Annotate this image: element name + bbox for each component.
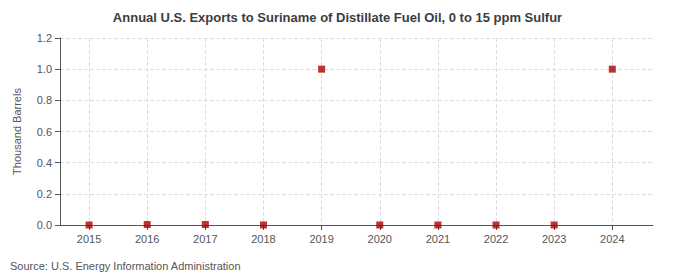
svg-text:2019: 2019	[309, 233, 333, 245]
svg-text:Source: U.S. Energy Informatio: Source: U.S. Energy Information Administ…	[10, 260, 241, 272]
svg-text:2024: 2024	[600, 233, 624, 245]
svg-text:2015: 2015	[77, 233, 101, 245]
svg-text:1.2: 1.2	[37, 32, 52, 44]
svg-text:0.2: 0.2	[37, 188, 52, 200]
svg-text:2016: 2016	[135, 233, 159, 245]
svg-text:0.6: 0.6	[37, 126, 52, 138]
svg-text:2020: 2020	[368, 233, 392, 245]
svg-text:Thousand Barrels: Thousand Barrels	[11, 88, 23, 175]
svg-text:0.0: 0.0	[37, 219, 52, 231]
svg-text:2022: 2022	[484, 233, 508, 245]
svg-text:1.0: 1.0	[37, 63, 52, 75]
svg-text:0.4: 0.4	[37, 157, 52, 169]
svg-text:2021: 2021	[426, 233, 450, 245]
svg-text:2017: 2017	[193, 233, 217, 245]
svg-text:2023: 2023	[542, 233, 566, 245]
svg-text:2018: 2018	[251, 233, 275, 245]
svg-text:0.8: 0.8	[37, 94, 52, 106]
svg-text:Annual U.S. Exports to Surinam: Annual U.S. Exports to Suriname of Disti…	[113, 10, 562, 25]
